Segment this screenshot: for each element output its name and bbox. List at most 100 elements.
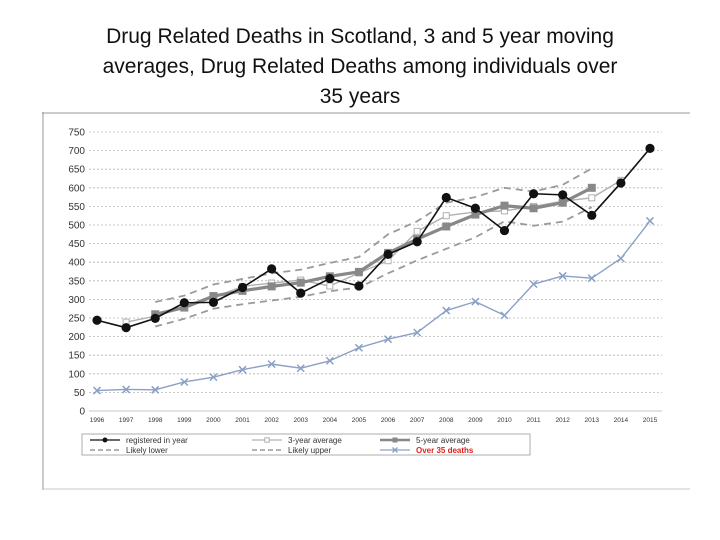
legend-label: 3-year average: [288, 436, 342, 445]
x-tick-label: 2003: [294, 417, 309, 424]
x-tick-label: 2010: [497, 417, 512, 424]
legend-marker: [102, 437, 108, 443]
slide-title-line-1: Drug Related Deaths in Scotland, 3 and 5…: [106, 25, 614, 48]
data-point: [180, 303, 189, 312]
data-point: [471, 297, 480, 306]
data-point: [383, 249, 393, 259]
legend-item: Over 35 deaths: [380, 446, 474, 455]
slide-title-line-3: 35 years: [319, 85, 401, 108]
series-line: [154, 206, 593, 328]
x-tick-label: 1996: [90, 417, 105, 424]
data-point: [326, 282, 334, 290]
y-tick-label: 550: [68, 202, 85, 213]
x-tick-label: 2015: [643, 417, 658, 424]
legend-label: registered in year: [126, 436, 188, 445]
data-point: [413, 328, 422, 337]
legend-marker: [392, 437, 398, 443]
data-point: [587, 183, 596, 192]
y-tick-label: 200: [68, 332, 85, 343]
data-point: [442, 306, 451, 315]
x-tick-label: 2004: [323, 417, 338, 424]
line-chart: 0 50 100 150 200 250 300 350 400 450 500 550 600 650 7…: [42, 112, 690, 490]
data-point: [238, 365, 247, 374]
data-point: [558, 190, 568, 200]
data-point: [558, 198, 567, 207]
series-likely-upper: [155, 167, 593, 303]
y-tick-label: 600: [68, 183, 85, 194]
data-point: [500, 201, 509, 210]
data-point: [442, 222, 451, 231]
y-tick-label: 0: [79, 407, 85, 418]
data-point: [413, 227, 421, 235]
y-tick-label: 250: [68, 314, 85, 325]
data-point: [237, 282, 248, 293]
data-point: [500, 311, 509, 320]
x-tick-label: 2007: [410, 417, 425, 424]
data-point: [616, 254, 625, 263]
data-point: [528, 189, 539, 199]
data-point: [384, 335, 393, 344]
series-line: [96, 147, 651, 329]
y-tick-label: 300: [68, 295, 85, 306]
data-point: [267, 360, 276, 369]
data-point: [92, 315, 102, 325]
data-point: [499, 225, 510, 236]
data-point: [267, 264, 277, 274]
chart-frame: 0 50 100 150 200 250 300 350 400 450 500 550 600 650 7…: [42, 112, 690, 490]
data-point: [588, 194, 596, 202]
x-tick-label: 1998: [148, 417, 163, 424]
data-point: [325, 273, 335, 284]
data-point: [529, 280, 538, 289]
data-point: [558, 271, 567, 280]
series-likely-lower: [154, 206, 593, 328]
y-tick-label: 350: [68, 276, 85, 287]
x-tick-label: 2009: [468, 417, 483, 424]
data-point: [587, 274, 596, 283]
data-point: [208, 297, 219, 307]
x-tick-label: 1999: [177, 417, 192, 424]
x-tick-label: 2012: [555, 417, 570, 424]
legend-label: Over 35 deaths: [416, 446, 474, 455]
data-point: [325, 356, 334, 365]
series-line: [96, 220, 651, 392]
legend-label: Likely upper: [288, 446, 331, 455]
data-point: [296, 288, 306, 298]
data-point: [180, 377, 189, 387]
y-tick-label: 50: [74, 388, 86, 399]
slide-title: Drug Related Deaths in Scotland, 3 and 5…: [20, 22, 700, 112]
y-tick-label: 400: [68, 258, 85, 269]
data-point: [354, 343, 363, 352]
slide-title-line-2: averages, Drug Related Deaths among indi…: [102, 55, 618, 78]
legend-label: Likely lower: [126, 446, 168, 455]
data-point: [442, 212, 450, 220]
data-point: [179, 298, 189, 308]
series-5-year-average: [151, 183, 596, 319]
x-tick-label: 2006: [381, 417, 396, 424]
x-tick-label: 1997: [119, 417, 134, 424]
x-tick-label: 2011: [527, 417, 541, 424]
data-point: [587, 210, 597, 220]
y-tick-label: 700: [68, 146, 85, 157]
data-point: [92, 386, 102, 395]
series-over-35-deaths: [92, 216, 655, 395]
y-tick-label: 750: [68, 128, 85, 139]
y-tick-label: 500: [68, 221, 85, 232]
data-point: [209, 292, 218, 301]
data-point: [645, 143, 655, 153]
legend-item: Likely upper: [252, 446, 331, 455]
y-tick-label: 150: [68, 351, 85, 362]
legend-item: registered in year: [90, 436, 188, 445]
data-point: [471, 210, 480, 219]
legend-item: Likely lower: [90, 446, 168, 455]
data-point: [616, 178, 626, 188]
legend-marker: [264, 437, 270, 443]
x-tick-label: 2005: [352, 417, 367, 424]
data-point: [121, 323, 131, 333]
data-point: [151, 385, 160, 394]
y-tick-label: 100: [68, 369, 85, 380]
legend-marker: [392, 447, 398, 453]
y-tick-label: 450: [68, 239, 85, 250]
legend-item: 3-year average: [252, 436, 342, 445]
data-point: [441, 192, 451, 203]
data-point: [296, 364, 305, 373]
